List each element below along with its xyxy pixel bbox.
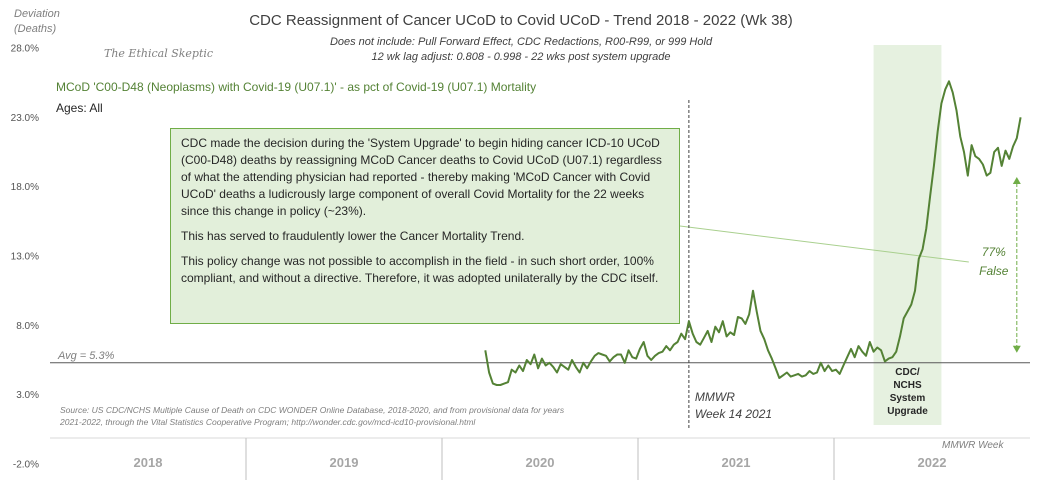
x-tick-label: 2018 <box>134 455 163 470</box>
average-label: Avg = 5.3% <box>57 350 115 362</box>
false-arrow-head-top <box>1012 176 1021 184</box>
x-axis: 2018 2019 2020 2021 2022 <box>50 437 1030 480</box>
system-upgrade-label: CDC/ NCHS System Upgrade <box>887 367 928 417</box>
source-line2: 2021-2022, through the Vital Statistics … <box>59 417 476 427</box>
x-tick-label: 2020 <box>526 455 555 470</box>
upgrade-label-line3: System <box>890 393 926 404</box>
mmwr-week14-label-line1: MMWR <box>695 390 735 404</box>
false-share-label-word: False <box>979 264 1009 278</box>
y-tick-label: 18.0% <box>11 182 39 193</box>
upgrade-label-line1: CDC/ <box>895 367 920 378</box>
y-axis-label-line2: (Deaths) <box>14 23 57 35</box>
false-share-label-pct: 77% <box>982 245 1006 259</box>
upgrade-label-line4: Upgrade <box>887 406 928 417</box>
series-line <box>484 80 1022 386</box>
y-tick-label: 23.0% <box>11 113 39 124</box>
chart-title: CDC Reassignment of Cancer UCoD to Covid… <box>249 12 793 29</box>
upgrade-label-line2: NCHS <box>893 380 922 391</box>
y-axis-ticks: 28.0% 23.0% 18.0% 13.0% 8.0% 3.0% -2.0% <box>11 44 39 471</box>
y-tick-label: 13.0% <box>11 252 39 263</box>
source-line1: Source: US CDC/NCHS Multiple Cause of De… <box>60 405 565 415</box>
watermark: The Ethical Skeptic <box>104 47 213 60</box>
callout-box: CDC made the decision during the 'System… <box>170 128 680 324</box>
ages-label: Ages: All <box>56 101 103 115</box>
y-tick-label: 8.0% <box>16 321 39 332</box>
chart-subtitle-line1: Does not include: Pull Forward Effect, C… <box>330 36 713 48</box>
mmwr-week14-label-line2: Week 14 2021 <box>695 407 772 421</box>
x-tick-label: 2019 <box>330 455 359 470</box>
series-label: MCoD 'C00-D48 (Neoplasms) with Covid-19 … <box>56 80 536 94</box>
callout-paragraph-2: This has served to fraudulently lower th… <box>181 229 525 243</box>
chart-subtitle-line2: 12 wk lag adjust: 0.808 - 0.998 - 22 wks… <box>372 51 671 63</box>
callout-paragraph-3: This policy change was not possible to a… <box>181 254 659 285</box>
y-axis-label-line1: Deviation <box>14 8 60 20</box>
false-arrow-head-bottom <box>1012 345 1021 353</box>
callout-paragraph-1: CDC made the decision during the 'System… <box>181 136 662 218</box>
mmwr-week-axis-label: MMWR Week <box>942 440 1004 451</box>
y-tick-label: -2.0% <box>13 460 39 471</box>
y-tick-label: 3.0% <box>16 390 39 401</box>
y-tick-label: 28.0% <box>11 44 39 55</box>
x-tick-label: 2022 <box>918 455 947 470</box>
x-tick-label: 2021 <box>722 455 751 470</box>
